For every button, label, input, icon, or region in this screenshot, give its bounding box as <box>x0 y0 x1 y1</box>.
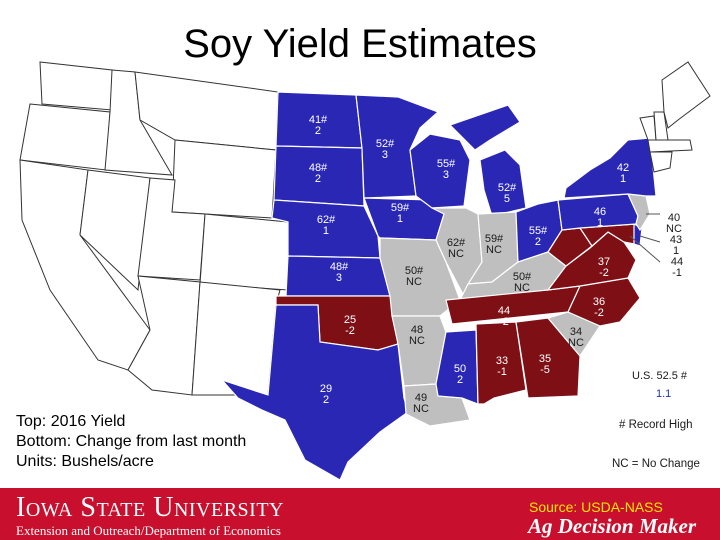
state-label-mo: 50# NC <box>404 265 424 288</box>
state-me <box>661 61 711 129</box>
state-label-ar: 48 NC <box>409 324 425 347</box>
state-ga <box>515 317 581 399</box>
state-label-ga: 35 -5 <box>538 353 552 376</box>
state-label-tn: 44 -2 <box>497 305 511 328</box>
state-ny <box>563 137 657 199</box>
brand-text: Ag Decision Maker <box>528 514 696 538</box>
legend-line-change: Bottom: Change from last month <box>16 433 247 450</box>
state-label-mn: 52# 3 <box>375 138 395 161</box>
state-label-pa: 46 1 <box>593 206 607 229</box>
state-label-la: 49 NC <box>413 392 429 415</box>
state-label-mi: 52# 5 <box>497 182 517 205</box>
state-wy <box>171 139 277 219</box>
state-label-de: 43 1 <box>669 234 683 257</box>
de-leader-line <box>639 235 661 243</box>
state-label-ne: 62# 1 <box>316 214 336 237</box>
legend-line-units: Units: Bushels/acre <box>16 453 154 470</box>
legend-notes: Top: 2016 Yield Bottom: Change from last… <box>16 412 246 472</box>
state-vt <box>639 115 657 141</box>
state-label-wi: 55# 3 <box>436 158 456 181</box>
state-label-sd: 48# 2 <box>308 162 328 185</box>
state-label-va: 37 -2 <box>597 256 611 279</box>
legend-line-year: Top: 2016 Yield <box>16 413 126 430</box>
state-wi <box>409 133 471 209</box>
state-label-nc: 36 -2 <box>592 296 606 319</box>
state-ma <box>647 139 693 153</box>
us-yield: U.S. 52.5 # <box>632 370 688 382</box>
state-label-ia: 59# 1 <box>390 202 410 225</box>
us-change: 1.1 <box>656 388 672 400</box>
western-states <box>19 61 289 396</box>
record-high-note: # Record High <box>619 419 693 431</box>
state-label-nj: 40 NC <box>666 212 682 235</box>
state-mt <box>134 71 279 151</box>
footer-bar <box>0 488 720 540</box>
state-label-al: 33 -1 <box>495 355 509 378</box>
state-nv <box>79 169 151 292</box>
state-label-md: 44 -1 <box>670 256 684 279</box>
state-nm <box>191 281 281 396</box>
data-states <box>220 91 657 481</box>
md-leader-line <box>629 235 661 263</box>
extension-text: Extension and Outreach/Department of Eco… <box>16 523 281 538</box>
state-label-ky: 50# NC <box>512 271 532 294</box>
state-co <box>199 213 289 291</box>
state-label-il: 62# NC <box>446 237 466 260</box>
state-label-ms: 50 2 <box>453 363 467 386</box>
state-label-oh: 55# 2 <box>528 225 548 248</box>
state-ct <box>649 151 673 173</box>
state-label-nd: 41# 2 <box>308 114 328 137</box>
university-logo-text: Iowa State University <box>16 492 284 523</box>
state-label-sc: 34 NC <box>568 326 584 349</box>
state-tx <box>220 304 409 481</box>
us-map <box>19 61 711 481</box>
state-wa <box>39 61 113 111</box>
state-label-in: 59# NC <box>484 233 504 256</box>
source-text: Source: USDA-NASS <box>529 499 663 515</box>
no-change-note: NC = No Change <box>612 458 700 470</box>
new-england <box>639 61 711 173</box>
state-label-tx: 29 2 <box>319 383 333 406</box>
state-or <box>19 103 111 171</box>
state-label-ks: 48# 3 <box>329 261 349 284</box>
state-label-ok: 25 -2 <box>343 314 357 337</box>
map-title: Soy Yield Estimates <box>183 22 537 66</box>
state-label-ny: 42 1 <box>616 162 630 185</box>
us-summary: U.S. 52.5 # 1.1 <box>632 370 687 400</box>
